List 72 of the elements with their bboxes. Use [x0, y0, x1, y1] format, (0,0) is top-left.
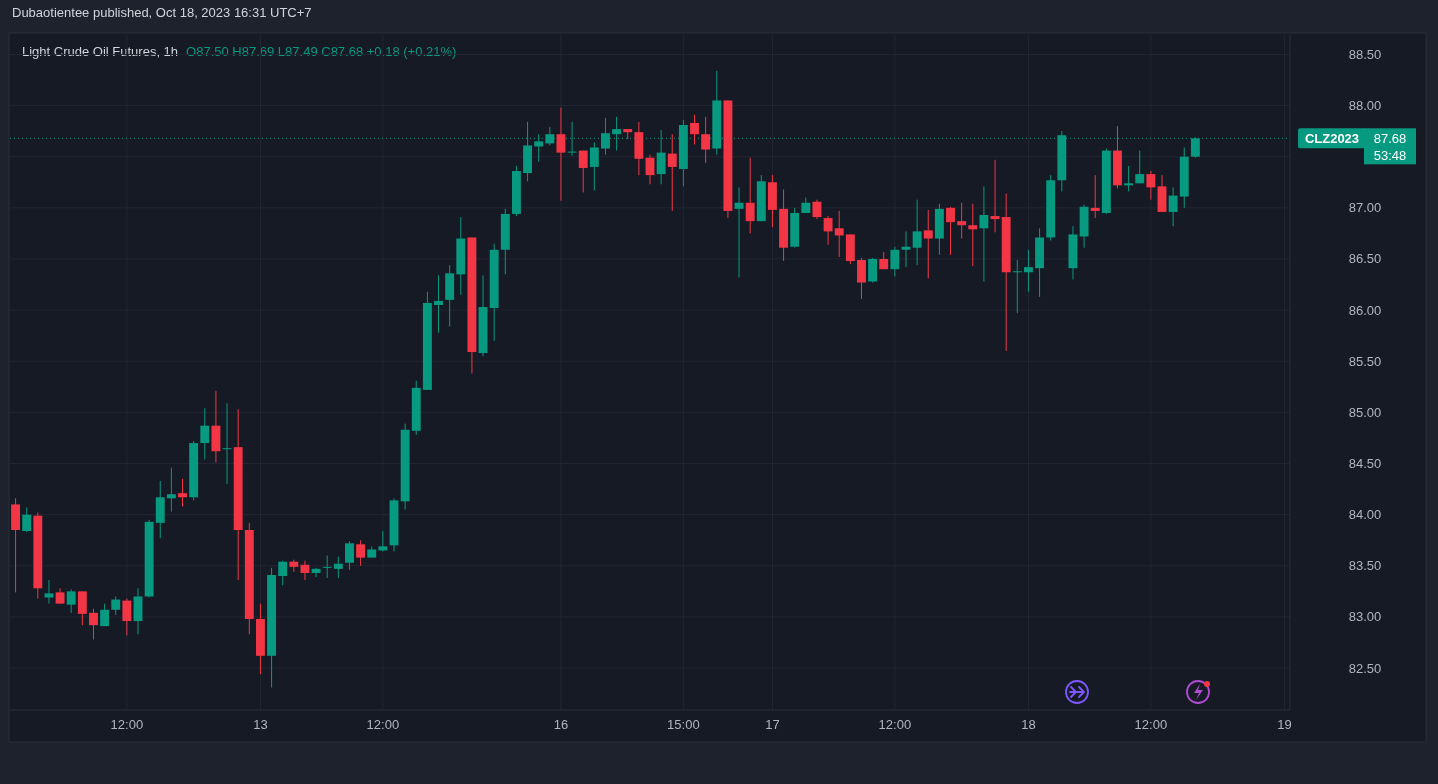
candlestick: [122, 598, 132, 636]
candlestick: [1135, 150, 1145, 184]
x-tick-label: 12:00: [878, 717, 912, 732]
candlestick: [1146, 170, 1156, 201]
candlestick: [979, 185, 989, 282]
candlestick: [111, 595, 121, 616]
candlestick: [89, 608, 98, 640]
y-tick-label: 85.50: [1348, 353, 1382, 369]
text: 53:48: [1373, 148, 1407, 164]
y-tick-label: 88.00: [1348, 98, 1382, 114]
x-tick-label: 12:00: [110, 717, 144, 732]
candlestick: [1090, 174, 1100, 219]
candlestick: [22, 507, 32, 533]
candlestick: [701, 116, 711, 164]
candlestick: [1023, 249, 1033, 293]
candlestick: [957, 202, 967, 240]
x-tick-label: 15:00: [667, 717, 700, 732]
candlestick: [578, 150, 588, 193]
x-tick-label: 13: [253, 717, 268, 732]
y-tick-label: 87.00: [1348, 200, 1382, 216]
text: Light Crude Oil Futures, 1h: [22, 44, 179, 59]
y-tick-label: 82.50: [1348, 660, 1382, 676]
y-tick-label: 85.00: [1348, 404, 1382, 420]
candlestick: [44, 579, 54, 605]
x-tick-label: 12:00: [366, 717, 400, 732]
y-tick-label: 86.00: [1348, 302, 1382, 318]
candlestick: [745, 157, 755, 234]
x-tick-label: 18: [1021, 717, 1036, 732]
candlestick: [690, 114, 699, 145]
x-tick-label: 19: [1277, 717, 1292, 732]
candlestick: [834, 210, 844, 258]
candlestick: [923, 209, 933, 279]
candlestick: [311, 567, 321, 578]
candlestick: [166, 467, 176, 513]
candlestick: [1124, 165, 1134, 192]
candlestick: [1168, 186, 1178, 227]
candlestick: [946, 206, 955, 256]
candlestick: [589, 141, 599, 191]
candlestick: [278, 560, 288, 586]
text: O87.50 H87.69 L87.49 C87.68 +0.18 (+0.21%): [186, 44, 457, 59]
candlestick: [77, 590, 87, 626]
text: 87.68: [1373, 130, 1407, 146]
candlestick: [345, 540, 354, 571]
y-tick-label: 83.00: [1348, 609, 1382, 625]
candlestick: [322, 555, 332, 579]
candlestick: [823, 215, 833, 246]
ref-line-label: CLZ2023: [1304, 130, 1360, 146]
y-tick-label: 83.50: [1348, 558, 1382, 574]
candlestick: [178, 478, 187, 507]
candlestick: [378, 530, 388, 552]
y-tick-label: 88.50: [1348, 46, 1382, 62]
y-tick-label: 86.50: [1348, 251, 1382, 267]
candlestick: [534, 133, 544, 163]
candlestick: [890, 246, 900, 277]
candlestick: [333, 556, 343, 579]
text: Dubaotientee published, Oct 18, 2023 16:31 UTC+7: [12, 5, 312, 20]
candlestick: [912, 199, 922, 266]
candlestick: [200, 407, 210, 460]
candlestick: [868, 257, 878, 283]
x-tick-label: 12:00: [1134, 717, 1168, 732]
candlestick: [1012, 259, 1022, 314]
y-tick-label: 84.00: [1348, 507, 1382, 523]
y-tick-label: 84.50: [1348, 456, 1382, 472]
x-tick-label: 16: [553, 717, 569, 732]
candlestick: [556, 107, 566, 202]
candlestick: [857, 257, 866, 300]
candlestick: [66, 588, 76, 614]
candlestick: [434, 274, 443, 334]
candlestick: [667, 133, 677, 212]
x-tick-label: 17: [765, 717, 780, 732]
candlestick: [968, 203, 978, 267]
candlestick: [356, 539, 366, 567]
